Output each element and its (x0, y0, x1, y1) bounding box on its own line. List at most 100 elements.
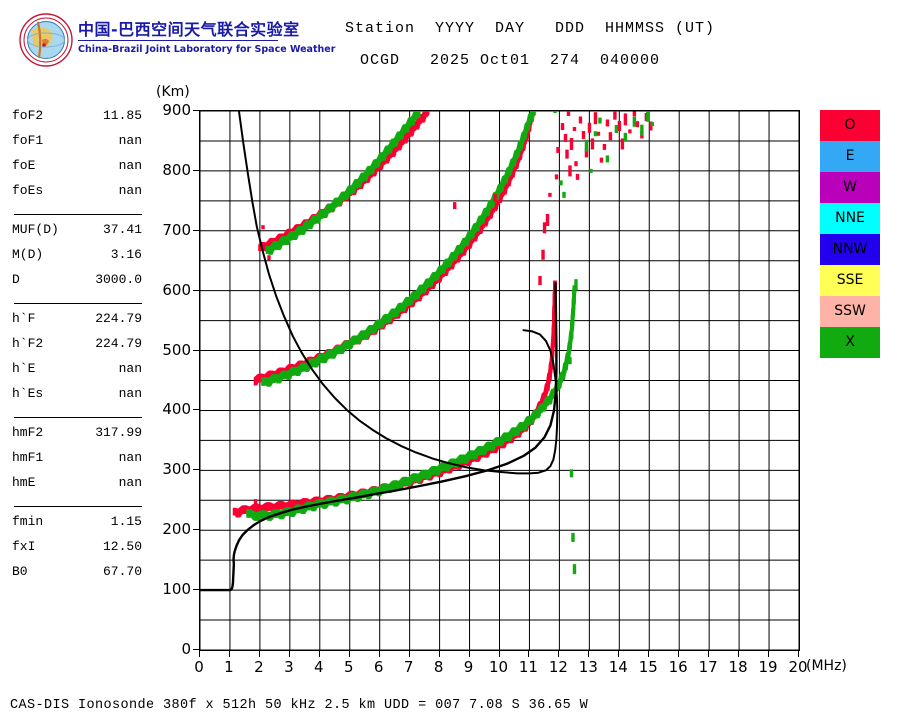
ionogram-canvas (200, 111, 799, 650)
parameter-row: hmE nan (8, 475, 148, 500)
parameter-key: foF2 (12, 108, 44, 123)
parameter-row: h`F 224.79 (8, 311, 148, 336)
parameter-value: 12.50 (102, 539, 142, 554)
y-axis-unit-label: (Km) (156, 84, 190, 100)
x-axis-tick-label: 15 (638, 658, 658, 676)
legend-item-x[interactable]: X (820, 327, 880, 358)
parameter-value: nan (118, 133, 142, 148)
y-axis-tick-mark (193, 110, 200, 111)
parameter-row: fxI 12.50 (8, 539, 148, 564)
x-axis-tick-label: 5 (343, 658, 354, 676)
x-axis-tick-label: 12 (548, 658, 568, 676)
parameter-row: M(D) 3.16 (8, 247, 148, 272)
parameter-value: 1.15 (110, 514, 142, 529)
x-axis-tick-label: 20 (788, 658, 808, 676)
y-axis-tick-label: 800 (162, 160, 191, 179)
parameter-key: fmin (12, 514, 44, 529)
legend-item-sse[interactable]: SSE (820, 265, 880, 296)
legend-item-e[interactable]: E (820, 141, 880, 172)
x-axis-tick-mark (678, 650, 680, 657)
parameter-row: B0 67.70 (8, 564, 148, 589)
y-axis-tick-label: 500 (162, 340, 191, 359)
x-axis-tick-label: 16 (668, 658, 688, 676)
x-axis-tick-label: 13 (578, 658, 598, 676)
x-axis-tick-mark (648, 650, 650, 657)
y-axis-tick-mark (193, 169, 200, 171)
logo-english-title: China-Brazil Joint Laboratory for Space … (78, 44, 336, 55)
parameter-key: hmF1 (12, 450, 44, 465)
legend-item-label: SSE (836, 272, 864, 288)
legend-item-label: E (845, 148, 855, 164)
x-axis-tick-mark (798, 650, 799, 657)
parameter-key: h`Es (12, 386, 44, 401)
parameter-row: fmin 1.15 (8, 514, 148, 539)
parameter-value: 317.99 (95, 425, 142, 440)
x-axis-tick-label: 17 (698, 658, 718, 676)
y-axis-tick-label: 200 (162, 520, 191, 539)
parameter-separator (14, 417, 142, 418)
x-axis-tick-mark (408, 650, 410, 657)
x-axis-tick-label: 19 (758, 658, 778, 676)
legend-item-o[interactable]: O (820, 110, 880, 141)
y-axis-tick-label: 900 (162, 101, 191, 119)
x-axis-tick-label: 18 (728, 658, 748, 676)
overlay-curve-group (200, 111, 559, 592)
electron-density-profile (200, 282, 558, 592)
echo-series-x-3hop (265, 111, 421, 255)
x-axis-unit-label: (MHz) (806, 658, 847, 674)
y-axis-tick-mark (193, 349, 200, 351)
parameter-value: nan (118, 183, 142, 198)
x-axis-tick-mark (318, 650, 320, 657)
y-axis-tick-label: 400 (162, 400, 191, 419)
legend-item-w[interactable]: W (820, 172, 880, 203)
legend-item-ssw[interactable]: SSW (820, 296, 880, 327)
legend-item-nne[interactable]: NNE (820, 203, 880, 234)
y-axis-tick-mark (193, 469, 200, 471)
legend-item-label: W (843, 179, 857, 195)
y-axis-tick-mark (193, 649, 200, 650)
x-axis-tick-label: 9 (463, 658, 474, 676)
parameter-separator (14, 506, 142, 507)
y-axis-tick-label: 0 (181, 640, 191, 658)
parameter-row: foEs nan (8, 183, 148, 208)
y-axis-tick-mark (193, 529, 200, 531)
parameter-key: B0 (12, 564, 28, 579)
header-column-values: OCGD 2025 Oct01 274 040000 (360, 52, 661, 69)
legend-item-label: SSW (834, 303, 866, 319)
y-axis-tick-label: 100 (162, 580, 191, 599)
parameter-key: h`E (12, 361, 36, 376)
x-axis-tick-label: 2 (254, 658, 264, 676)
x-axis-tick-mark (378, 650, 380, 657)
x-axis-tick-label: 6 (373, 658, 384, 676)
parameter-key: fxI (12, 539, 36, 554)
echo-series-noise (253, 111, 653, 506)
x-axis-tick-label: 1 (224, 658, 234, 676)
parameter-value: nan (118, 361, 142, 376)
legend-item-nnw[interactable]: NNW (820, 234, 880, 265)
y-axis-tick-label: 600 (162, 280, 191, 299)
header-column-labels: Station YYYY DAY DDD HHMMSS (UT) (345, 20, 716, 37)
parameter-value: 3000.0 (95, 272, 142, 287)
parameter-key: foEs (12, 183, 44, 198)
parameter-value: nan (118, 450, 142, 465)
x-axis-tick-mark (288, 650, 290, 657)
parameter-row: MUF(D) 37.41 (8, 222, 148, 247)
parameter-key: M(D) (12, 247, 44, 262)
y-axis-tick-mark (193, 289, 200, 291)
x-axis-tick-mark (528, 650, 530, 657)
parameter-key: MUF(D) (12, 222, 59, 237)
parameter-key: foF1 (12, 133, 44, 148)
parameter-value: 224.79 (95, 311, 142, 326)
x-axis-tick-mark (438, 650, 440, 657)
parameter-separator (14, 214, 142, 215)
x-axis-tick-label: 10 (488, 658, 509, 676)
x-axis-tick-mark (588, 650, 590, 657)
y-axis-tick-mark (193, 229, 200, 231)
parameter-value: nan (118, 475, 142, 490)
legend-item-label: NNW (832, 241, 868, 257)
y-axis-tick-mark (193, 409, 200, 411)
x-axis-tick-mark (498, 650, 500, 657)
x-axis-tick-mark (618, 650, 620, 657)
parameter-row: foF1 nan (8, 133, 148, 158)
y-axis-tick-label: 300 (162, 460, 191, 479)
